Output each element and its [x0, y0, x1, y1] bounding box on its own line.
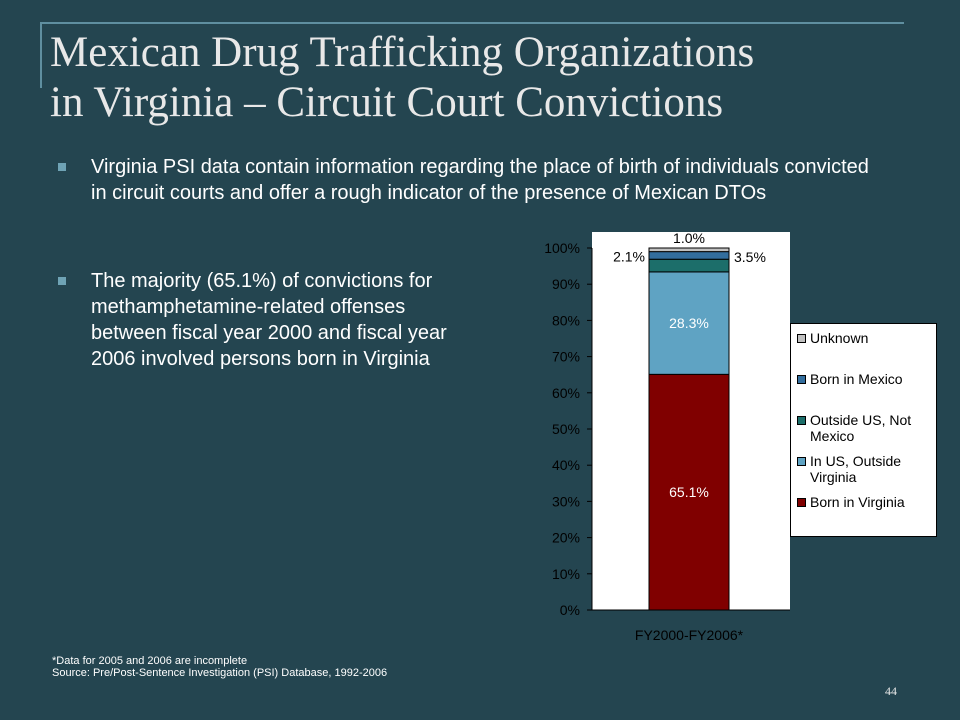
legend-swatch	[797, 498, 806, 507]
y-tick-label: 40%	[552, 457, 580, 473]
footnote-incomplete-data: *Data for 2005 and 2006 are incomplete	[52, 655, 248, 667]
legend-item-in-us-outside-virginia: In US, Outside Virginia	[797, 453, 938, 485]
y-tick-label: 60%	[552, 385, 580, 401]
legend-label: Outside US, Not Mexico	[810, 412, 912, 444]
bar-segment	[648, 247, 730, 253]
legend-item-born-in-virginia: Born in Virginia	[797, 494, 938, 510]
chart-legend: Unknown Born in Mexico Outside US, Not M…	[790, 323, 937, 537]
legend-swatch	[797, 457, 806, 466]
y-tick-label: 0%	[560, 602, 580, 618]
title-line-2: in Virginia – Circuit Court Convictions	[50, 79, 724, 126]
y-tick-label: 10%	[552, 566, 580, 582]
title-frame-top	[40, 22, 904, 24]
data-label: 65.1%	[669, 484, 709, 500]
x-category-label: FY2000-FY2006*	[635, 627, 744, 643]
segment-labels: 65.1% 28.3% 3.5% 2.1% 1.0%	[613, 230, 766, 500]
bar-segment	[648, 258, 730, 273]
legend-swatch	[797, 334, 806, 343]
legend-item-outside-us-not-mexico: Outside US, Not Mexico	[797, 412, 938, 444]
bar-segment	[648, 373, 730, 611]
y-axis-ticks: 0% 10% 20% 30% 40% 50% 60% 70% 80% 90% 100%	[544, 240, 592, 618]
legend-label: Born in Mexico	[810, 371, 903, 387]
bullet-1: Virginia PSI data contain information re…	[58, 154, 871, 206]
data-label: 3.5%	[734, 249, 766, 265]
legend-item-born-in-mexico: Born in Mexico	[797, 371, 938, 387]
footnote-source: Source: Pre/Post-Sentence Investigation …	[52, 667, 388, 679]
data-label: 28.3%	[669, 315, 709, 331]
page-number: 44	[885, 684, 897, 698]
data-label: 1.0%	[673, 230, 705, 246]
title-line-1: Mexican Drug Trafficking Organizations	[50, 29, 755, 76]
slide-title: Mexican Drug Trafficking Organizations i…	[50, 28, 930, 128]
bullet-2: The majority (65.1%) of convictions for …	[58, 268, 481, 372]
y-tick-label: 20%	[552, 530, 580, 546]
square-bullet-icon	[58, 163, 66, 171]
y-tick-label: 70%	[552, 349, 580, 365]
legend-item-unknown: Unknown	[797, 330, 938, 346]
y-tick-label: 100%	[544, 240, 580, 256]
y-tick-label: 30%	[552, 493, 580, 509]
legend-label: Unknown	[810, 330, 869, 346]
bar-segment	[648, 251, 730, 260]
bar-segment	[648, 271, 730, 375]
bullet-1-text: Virginia PSI data contain information re…	[91, 156, 869, 204]
bullet-2-text: The majority (65.1%) of convictions for …	[91, 270, 447, 370]
y-tick-label: 80%	[552, 312, 580, 328]
legend-swatch	[797, 416, 806, 425]
y-tick-label: 90%	[552, 276, 580, 292]
square-bullet-icon	[58, 277, 66, 285]
bar-segments	[648, 247, 730, 611]
y-tick-label: 50%	[552, 421, 580, 437]
legend-label: In US, Outside Virginia	[810, 453, 902, 485]
legend-swatch	[797, 375, 806, 384]
title-frame-left	[40, 22, 42, 88]
data-label: 2.1%	[613, 249, 645, 265]
legend-label: Born in Virginia	[810, 494, 905, 510]
